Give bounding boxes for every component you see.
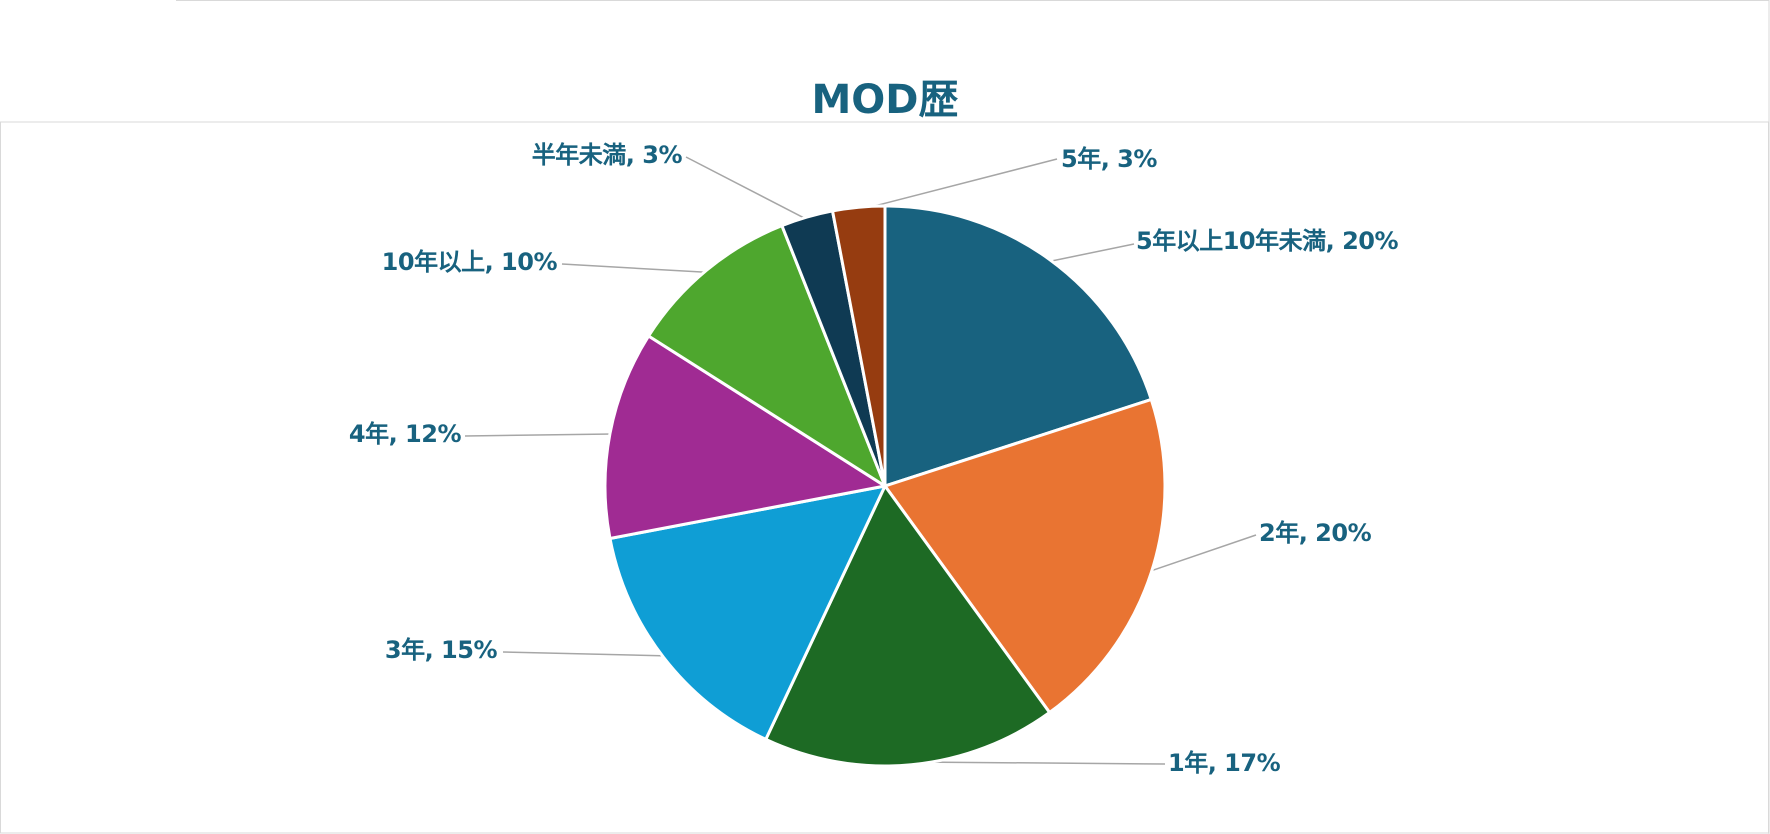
- data-label-1年: 1年, 17%: [1168, 749, 1281, 777]
- data-label-半年未満: 半年未満, 3%: [532, 141, 683, 169]
- data-label-10年以上: 10年以上, 10%: [382, 248, 558, 276]
- leader-lines: [464, 156, 1257, 765]
- leader-line-5年: [858, 158, 1058, 211]
- leader-line-2年: [1148, 534, 1257, 573]
- pie-slice-3年: [608, 484, 887, 741]
- pie-slice-1年: [764, 484, 1052, 768]
- leader-line-3年: [502, 651, 666, 657]
- data-labels: 5年以上10年未満, 20% 2年, 20% 1年, 17% 3年, 15% 4年, 1…: [349, 141, 1399, 777]
- pie-slice-5年以上10年未満: [883, 204, 1153, 488]
- chart-title: MOD歴: [811, 77, 958, 123]
- pie-slice-10年以上: [647, 224, 887, 488]
- leader-line-5年以上10年未満: [1047, 243, 1135, 263]
- leader-line-半年未満: [685, 156, 809, 221]
- leader-line-10年以上: [561, 263, 709, 274]
- pie-slices: [603, 204, 1167, 768]
- data-label-5年: 5年, 3%: [1061, 145, 1157, 173]
- data-label-4年: 4年, 12%: [349, 420, 462, 448]
- leader-line-4年: [464, 433, 613, 437]
- pie-slice-4年: [603, 334, 887, 540]
- leader-line-1年: [911, 761, 1166, 765]
- data-label-5年以上10年未満: 5年以上10年未満, 20%: [1136, 227, 1398, 255]
- pie-slice-5年: [831, 204, 887, 488]
- data-label-2年: 2年, 20%: [1259, 519, 1372, 547]
- data-label-3年: 3年, 15%: [385, 636, 498, 664]
- pie-slice-2年: [883, 397, 1167, 715]
